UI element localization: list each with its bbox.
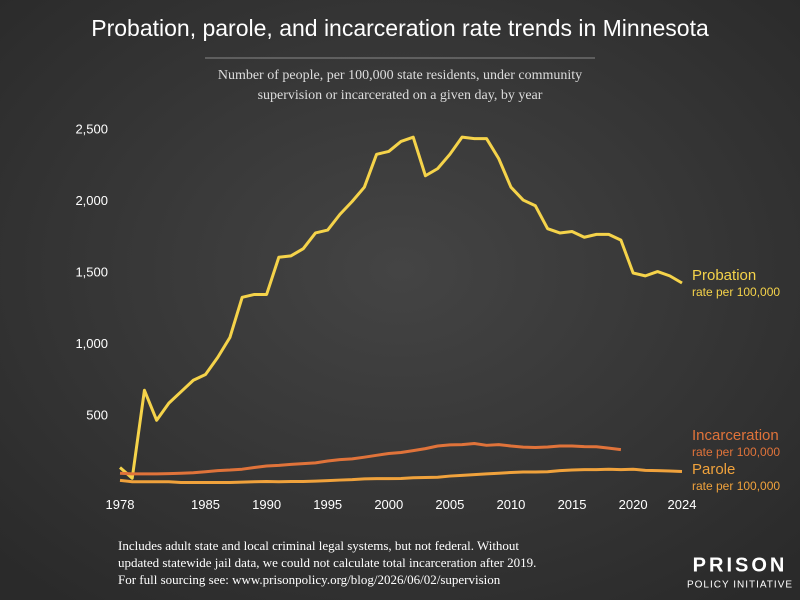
- x-tick-label: 1995: [313, 497, 342, 512]
- x-tick-label: 2024: [668, 497, 697, 512]
- footnote: updated statewide jail data, we could no…: [118, 555, 536, 570]
- series-line: [119, 135, 683, 480]
- logo: PRISON: [693, 554, 788, 576]
- legend-label: Probation: [692, 267, 756, 284]
- legend-unit: rate per 100,000: [692, 285, 780, 299]
- x-tick-label: 2000: [374, 497, 403, 512]
- footnote: For full sourcing see: www.prisonpolicy.…: [118, 572, 501, 587]
- x-tick-label: 2005: [435, 497, 464, 512]
- legend-unit: rate per 100,000: [692, 445, 780, 459]
- x-tick-label: 1990: [252, 497, 281, 512]
- y-tick-label: 2,500: [75, 121, 108, 136]
- chart-title: Probation, parole, and incarceration rat…: [91, 15, 709, 41]
- y-tick-label: 1,000: [75, 336, 108, 351]
- x-tick-label: 1985: [191, 497, 220, 512]
- legend-unit: rate per 100,000: [692, 479, 780, 493]
- logo: POLICY INITIATIVE: [687, 580, 793, 591]
- legend-label: Incarceration: [692, 427, 779, 444]
- legend-label: Parole: [692, 461, 735, 478]
- y-tick-label: 2,000: [75, 193, 108, 208]
- x-tick-label: 2015: [558, 497, 587, 512]
- x-tick-label: 2020: [619, 497, 648, 512]
- footnote: Includes adult state and local criminal …: [118, 538, 519, 553]
- y-tick-label: 500: [86, 407, 108, 422]
- subtitle: Number of people, per 100,000 state resi…: [218, 68, 582, 83]
- series-line: [119, 441, 622, 476]
- series-line: [119, 467, 683, 484]
- y-tick-label: 1,500: [75, 264, 108, 279]
- x-tick-label: 1978: [106, 497, 135, 512]
- subtitle: supervision or incarcerated on a given d…: [258, 88, 543, 103]
- x-tick-label: 2010: [496, 497, 525, 512]
